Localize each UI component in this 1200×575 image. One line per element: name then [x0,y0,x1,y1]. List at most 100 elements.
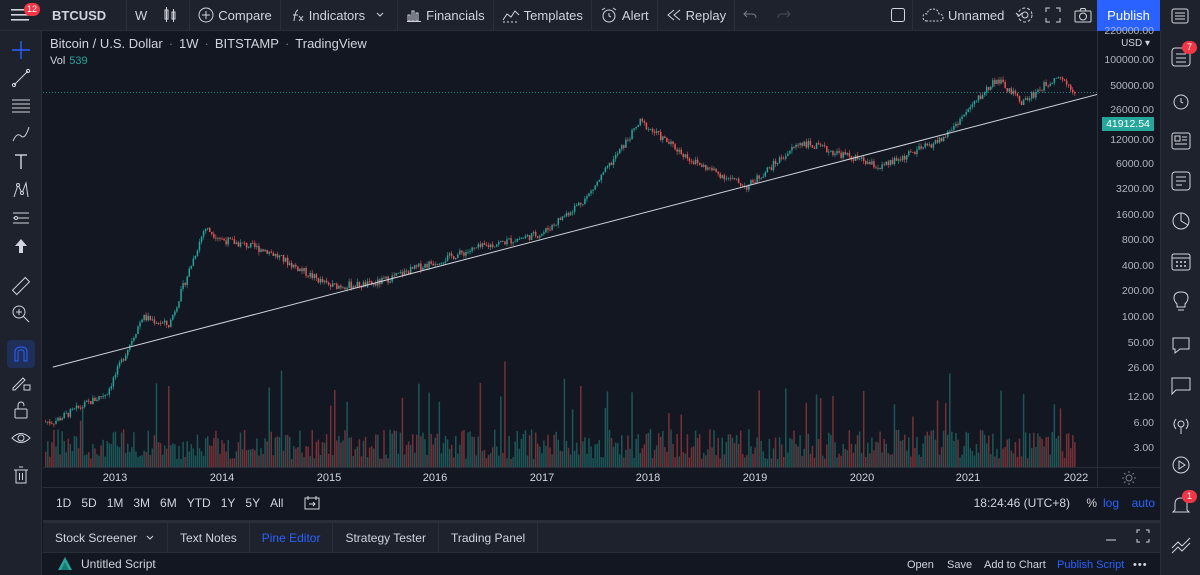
brush-tool[interactable] [7,120,35,148]
main-menu-button[interactable]: 12 [0,0,44,31]
streams-button[interactable] [1167,411,1195,439]
undo-button[interactable] [735,0,769,31]
templates-button[interactable]: Templates [494,0,591,31]
publish-script-button[interactable]: Publish Script [1057,559,1125,571]
candle [313,274,316,279]
trendline[interactable] [52,92,1097,368]
range-button-5d[interactable]: 5D [81,496,97,510]
range-button-1y[interactable]: 1Y [220,496,236,510]
measure-tool[interactable] [7,272,35,300]
range-button-1d[interactable]: 1D [56,496,72,510]
minimize-icon[interactable] [1104,529,1118,543]
candle [467,251,469,253]
log-toggle[interactable]: log [1102,496,1119,510]
candle [124,355,127,361]
candle [979,95,982,99]
goto-date-button[interactable] [304,496,320,510]
volume-bar [612,446,615,467]
messages-button[interactable] [1167,371,1195,399]
chats-button[interactable] [1167,331,1195,359]
range-button-ytd[interactable]: YTD [186,496,211,510]
price-scale[interactable]: USD ▾ 220000.00 100000.00 50000.00 26000.00… [1097,25,1160,467]
fullscreen-toggle-button[interactable] [882,0,918,31]
hotlists-button[interactable] [1167,207,1195,235]
auto-toggle[interactable]: auto [1131,496,1155,510]
add-to-chart-button[interactable]: Add to Chart [984,559,1046,571]
text-tool[interactable] [7,148,35,176]
candle [600,174,603,181]
range-button-6m[interactable]: 6M [160,496,177,510]
hide-drawings-tool[interactable] [7,424,35,452]
remove-drawings-tool[interactable] [7,461,35,489]
range-button-3m[interactable]: 3M [133,496,151,510]
range-button-all[interactable]: All [270,496,284,510]
interval-button[interactable]: W [135,7,148,23]
icon-tool[interactable] [7,232,35,260]
prediction-tool[interactable] [7,204,35,232]
financials-button[interactable]: Financials [398,0,493,31]
volume-bar [459,444,461,467]
percent-toggle[interactable]: % [1086,496,1097,510]
redo-button[interactable] [769,0,803,31]
currency-selector[interactable]: USD ▾ [1121,38,1150,49]
fib-tool[interactable] [7,92,35,120]
zoom-tool[interactable] [7,300,35,328]
compare-button[interactable]: Compare [190,0,279,31]
data-window-button[interactable] [1167,167,1195,195]
clock[interactable]: 18:24:46 (UTC+8) [973,496,1070,510]
volume-bar [418,383,420,467]
publish-button[interactable]: Publish [1097,0,1160,31]
right-menu-button[interactable] [1160,0,1200,31]
indicators-button[interactable]: Indicators [281,0,397,31]
live-button[interactable] [1167,451,1195,479]
magnet-tool[interactable] [7,340,35,368]
candle [127,349,129,356]
snapshot-button[interactable] [1066,0,1104,31]
chart-settings-button[interactable] [1097,467,1160,487]
tab-stock-screener[interactable]: Stock Screener [43,523,169,552]
script-name-button[interactable]: Untitled Script [57,557,156,571]
replay-button[interactable]: Replay [658,0,734,31]
volume-bar [137,457,139,467]
layout-button[interactable]: Unnamed [914,0,1036,31]
stay-in-drawing-tool[interactable] [7,368,35,396]
settings-button[interactable] [1008,0,1046,31]
open-button[interactable]: Open [907,559,934,571]
tab-trading-panel[interactable]: Trading Panel [439,523,539,552]
time-scale[interactable]: 2013 2014 2015 2016 2017 2018 2019 2020 2021 2022 [43,467,1097,487]
volume-bar [1000,390,1002,467]
range-button-1m[interactable]: 1M [106,496,124,510]
chart-pane[interactable] [43,31,1097,467]
candle [973,100,976,105]
volume-bar [1072,435,1074,467]
range-button-5y[interactable]: 5Y [245,496,261,510]
news-button[interactable] [1167,127,1195,155]
price-chart[interactable] [43,31,1097,467]
legend-pair[interactable]: Bitcoin / U.S. Dollar [50,36,163,51]
tab-pine-editor[interactable]: Pine Editor [250,523,334,552]
pine-scripts-button[interactable] [1167,531,1195,559]
trendline-tool[interactable] [7,64,35,92]
alerts-button[interactable] [1167,87,1195,115]
lock-drawings-tool[interactable] [7,396,35,424]
fullscreen-button[interactable] [1037,0,1073,31]
candle [985,87,988,93]
crosshair-tool[interactable] [7,36,35,64]
calendar-button[interactable] [1167,247,1195,275]
chart-type-button[interactable] [155,0,189,31]
save-button[interactable]: Save [947,559,973,571]
pattern-tool[interactable] [7,176,35,204]
volume-bar [1059,408,1062,467]
volume-bar [592,458,594,467]
volume-bar [92,444,94,467]
maximize-icon[interactable] [1136,529,1150,543]
symbol-search-button[interactable]: BTCUSD [52,7,107,23]
watchlist-button[interactable]: 7 [1167,41,1197,71]
more-options-button[interactable]: ••• [1133,559,1148,571]
notifications-button[interactable]: 1 [1167,490,1197,519]
volume-bar [637,434,639,467]
ideas-button[interactable] [1167,287,1195,315]
alert-button[interactable]: Alert [592,0,657,31]
tab-strategy-tester[interactable]: Strategy Tester [333,523,439,552]
tab-text-notes[interactable]: Text Notes [168,523,250,552]
